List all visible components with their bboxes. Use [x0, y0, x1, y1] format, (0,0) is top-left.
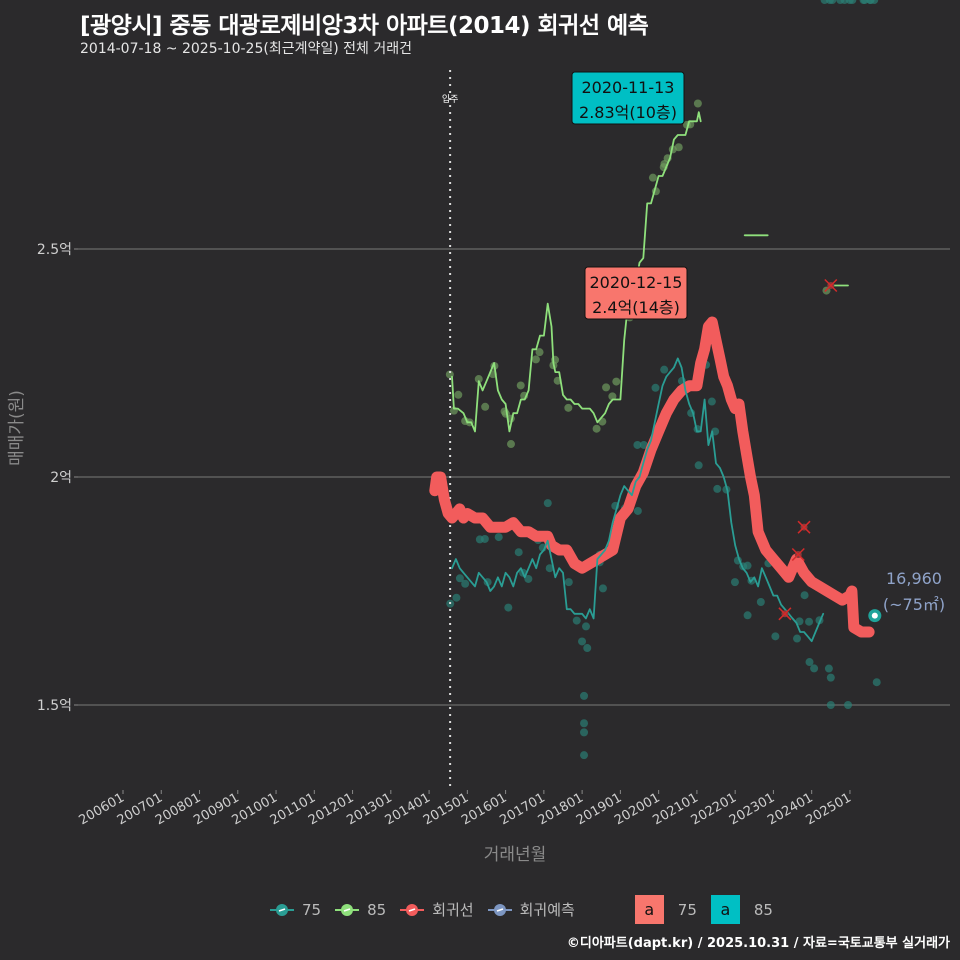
svg-text:(~75㎡): (~75㎡): [883, 595, 945, 614]
svg-text:2.83억(10층): 2.83억(10층): [579, 103, 677, 122]
move-in-label: 입주: [442, 93, 459, 105]
chart-subtitle: 2014-07-18 ~ 2025-10-25(최근계약일) 전체 거래건: [80, 41, 412, 57]
legend-item-75: 75: [270, 901, 321, 919]
legend-item-regression: 회귀선: [400, 899, 474, 920]
x-axis: 2006012007012008012009012010012011012012…: [77, 790, 854, 828]
legend-item-85: 85: [335, 901, 386, 919]
footer-credit: ©디아파트(dapt.kr) / 2025.10.31 / 자료=국토교통부 실…: [566, 936, 950, 951]
chart-title: [광양시] 중동 대광로제비앙3차 아파트(2014) 회귀선 예측: [80, 13, 649, 39]
series-85: [451, 111, 702, 433]
legend-box-75-icon: a: [634, 895, 664, 924]
legend-75-icon: [270, 903, 294, 916]
gridlines: [78, 248, 950, 706]
series-회귀선: [429, 316, 875, 638]
legend-box-85-label: 85: [753, 900, 773, 919]
outlier-markers: [778, 278, 838, 621]
y-tick-label: 1.5억: [37, 698, 72, 714]
forecast-point: [868, 609, 882, 623]
annotation-max85: 2020-11-13 2.83억(10층): [571, 71, 685, 125]
legend-85-icon: [335, 903, 360, 916]
legend-box-75-label: 75: [677, 900, 697, 919]
y-tick-label: 2.5억: [37, 242, 72, 258]
x-axis-title: 거래년월: [484, 845, 547, 865]
legend-box-85-icon: a: [710, 895, 740, 924]
annotation-max75: 2020-12-15 2.4억(14층): [584, 266, 688, 320]
svg-text:16,960: 16,960: [886, 569, 942, 588]
svg-text:2020-11-13: 2020-11-13: [582, 78, 675, 97]
svg-text:2020-12-15: 2020-12-15: [590, 273, 683, 292]
legend-item-forecast: 회귀예측: [487, 899, 575, 920]
legend-forecast-icon: [487, 903, 512, 916]
y-tick-label: 2억: [50, 470, 72, 486]
y-axis-title: 매매가(원): [7, 390, 27, 466]
annotation-forecast: 16,960 (~75㎡): [883, 569, 945, 614]
legend: 75 85 회귀선 회귀예측 a 75 a 85: [270, 895, 781, 924]
svg-text:2.4억(14층): 2.4억(14층): [592, 298, 680, 317]
series-lines: [429, 111, 875, 643]
legend-regression-icon: [400, 903, 425, 916]
y-axis: 2.5억 2억 1.5억: [37, 242, 78, 714]
series-75: [451, 357, 825, 643]
